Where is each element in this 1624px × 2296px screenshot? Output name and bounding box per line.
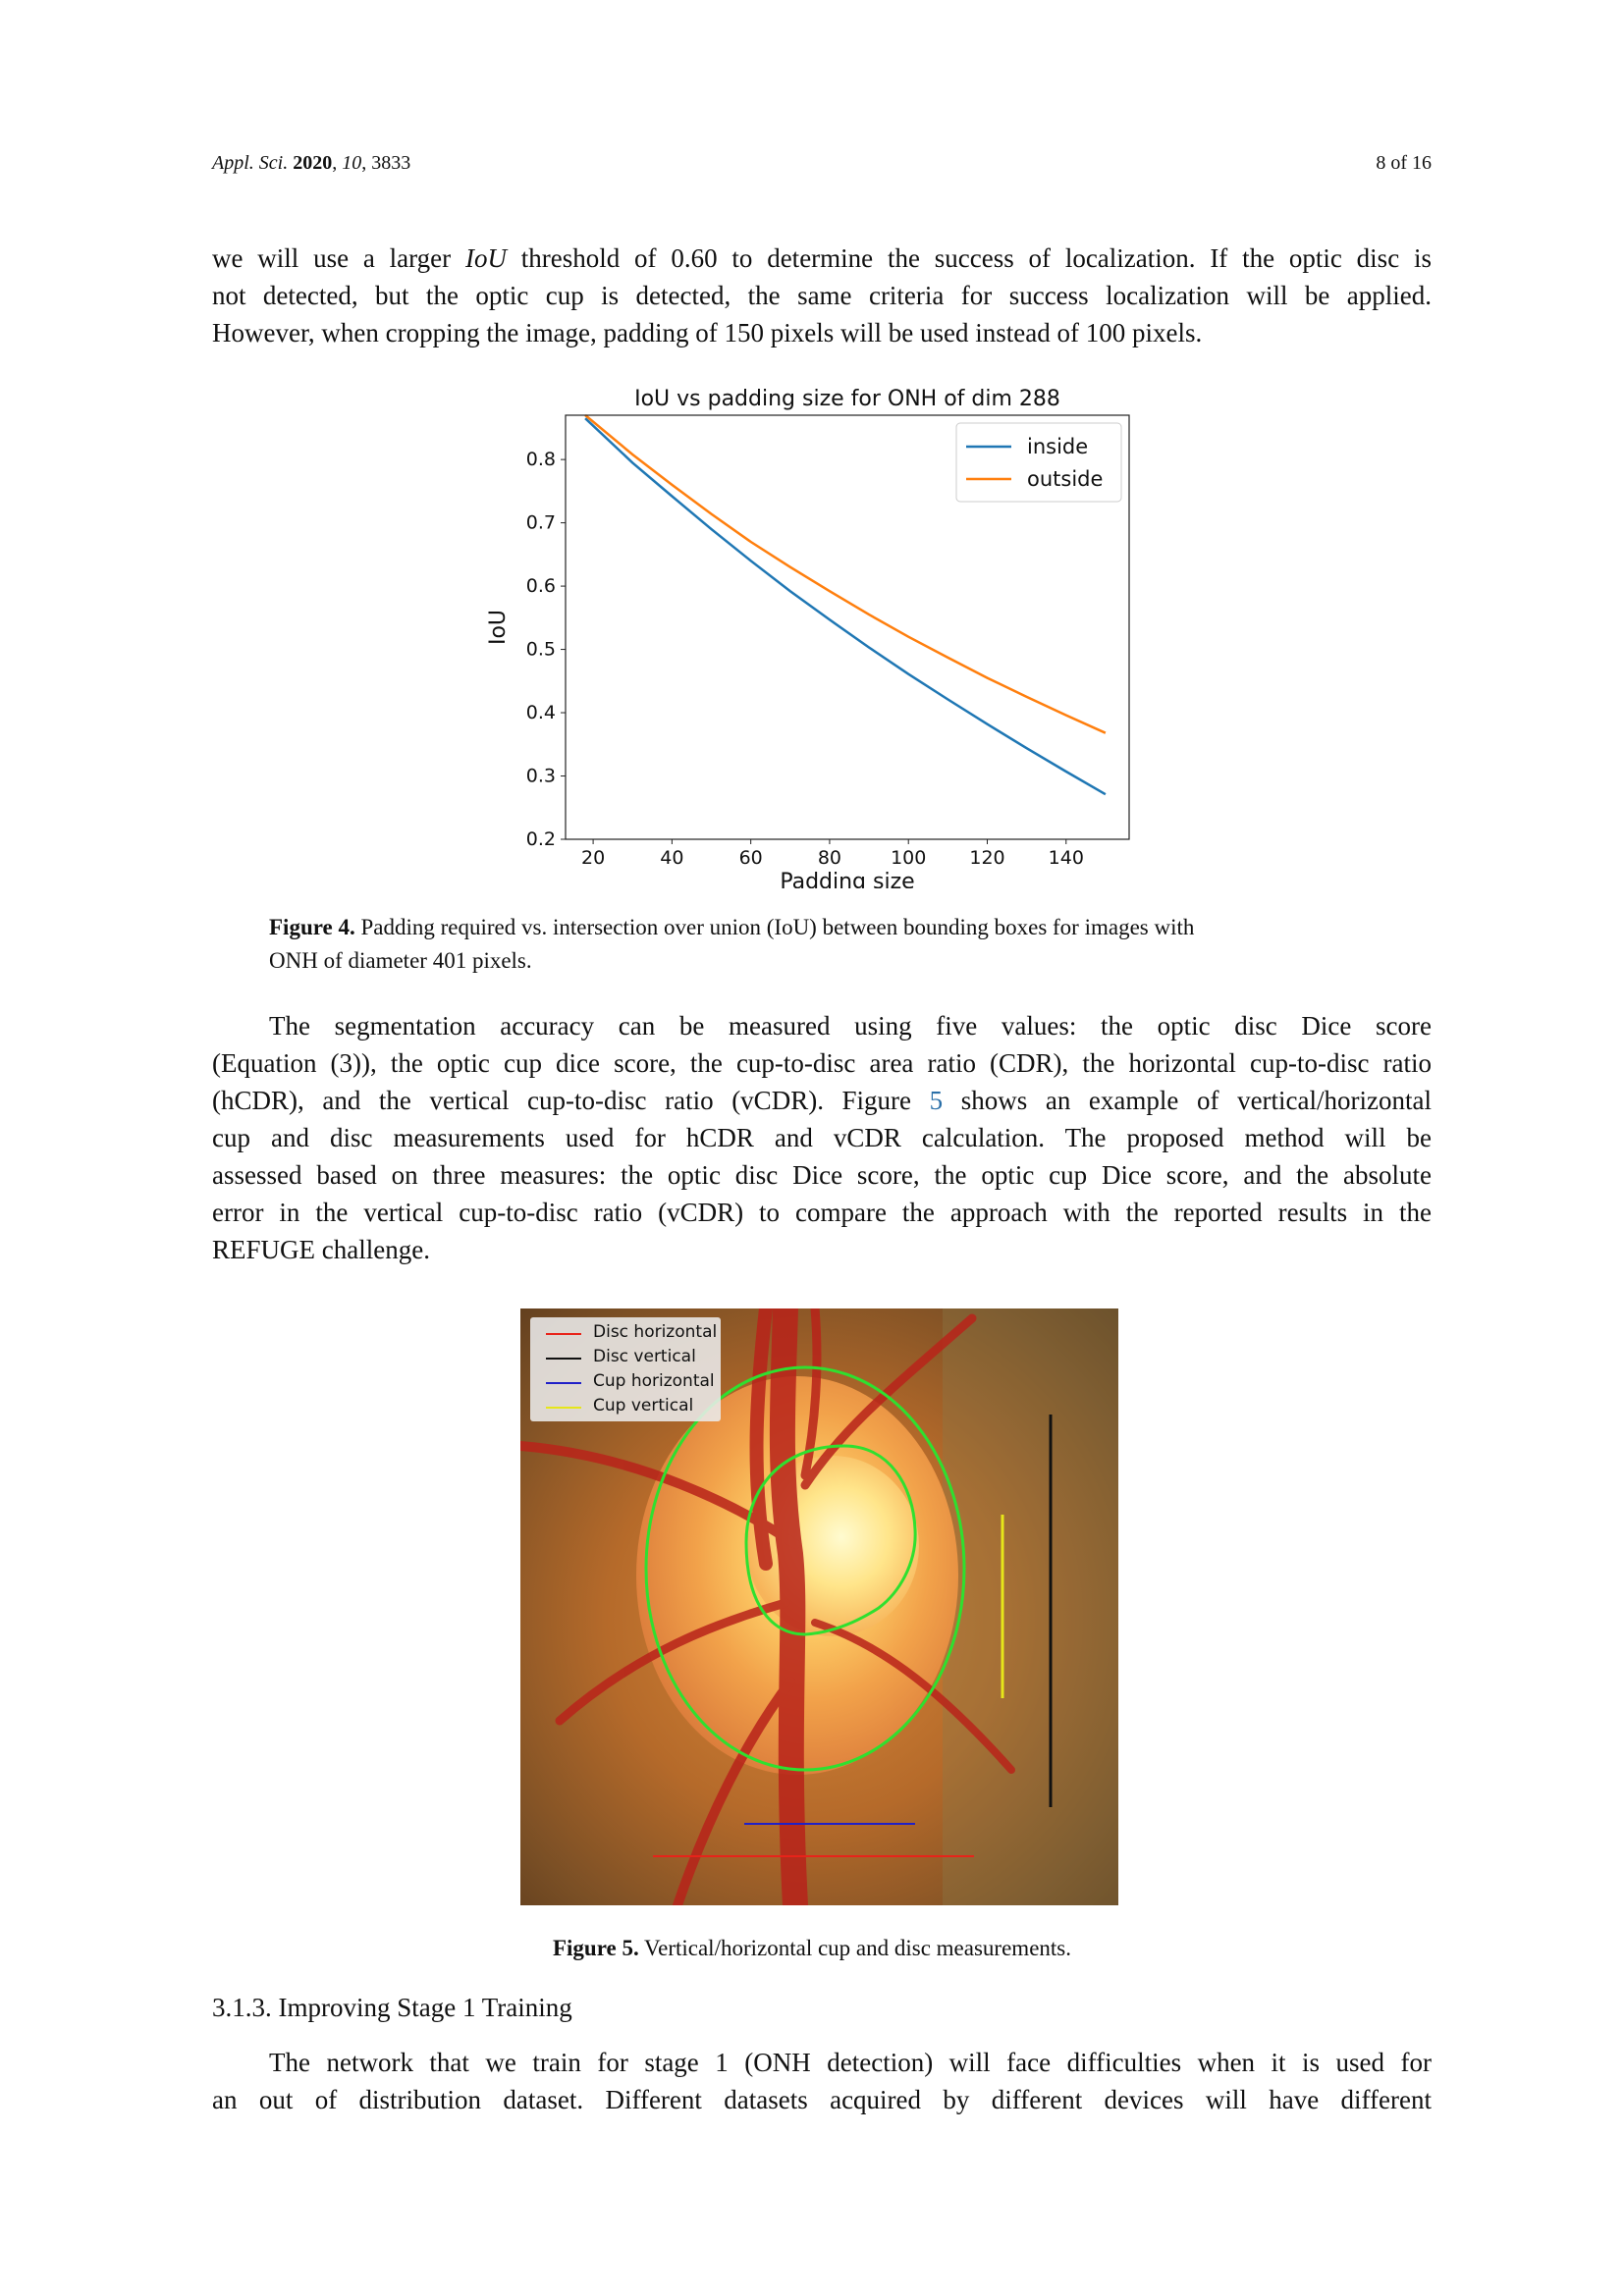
legend-label-outside: outside bbox=[1027, 467, 1103, 491]
y-tick-label: 0.5 bbox=[526, 639, 556, 661]
disc-contour bbox=[644, 1365, 966, 1772]
x-tick-label: 60 bbox=[739, 847, 763, 869]
y-tick-label: 0.8 bbox=[526, 449, 556, 470]
x-tick-label: 120 bbox=[969, 847, 1004, 869]
legend-swatch bbox=[546, 1407, 581, 1409]
figure-5-caption: Figure 5. Vertical/horizontal cup and di… bbox=[552, 1936, 1071, 1960]
x-tick-label: 20 bbox=[581, 847, 605, 869]
journal-volume: 10 bbox=[342, 152, 362, 174]
running-header: Appl. Sci. 2020, 10, 3833 bbox=[212, 152, 411, 174]
y-tick-label: 0.2 bbox=[526, 828, 556, 850]
paragraph-3: The network that we train for stage 1 (O… bbox=[212, 2048, 1432, 2114]
paragraph-1: we will use a larger IoU threshold of 0.… bbox=[212, 243, 1432, 347]
chart-title: IoU vs padding size for ONH of dim 288 bbox=[634, 387, 1060, 411]
journal-name: Appl. Sci. bbox=[212, 152, 289, 174]
legend-swatch bbox=[546, 1382, 581, 1384]
y-tick-label: 0.3 bbox=[526, 766, 556, 787]
section-heading: 3.1.3. Improving Stage 1 Training bbox=[212, 1993, 572, 2022]
figure-5-link[interactable]: 5 bbox=[929, 1086, 944, 1115]
y-tick-label: 0.7 bbox=[526, 512, 556, 534]
legend-swatch bbox=[546, 1333, 581, 1335]
y-axis-label: IoU bbox=[486, 610, 511, 645]
page-number: 8 of 16 bbox=[1376, 152, 1432, 174]
x-tick-label: 100 bbox=[891, 847, 926, 869]
series-line-outside bbox=[584, 414, 1107, 734]
x-axis-label: Padding size bbox=[780, 870, 914, 888]
blood-vessels bbox=[520, 1308, 1015, 1905]
legend-label-inside: inside bbox=[1027, 435, 1088, 458]
x-tick-label: 140 bbox=[1049, 847, 1084, 869]
figure-5-legend: Disc horizontal Disc vertical Cup horizo… bbox=[530, 1317, 721, 1421]
chart-legend bbox=[955, 422, 1122, 503]
plot-frame bbox=[565, 414, 1130, 840]
legend-swatch bbox=[546, 1358, 581, 1360]
x-tick-label: 80 bbox=[818, 847, 841, 869]
y-tick-label: 0.4 bbox=[526, 702, 556, 723]
figure-5-image bbox=[520, 1308, 1118, 1905]
figure-4-caption: Figure 4. Padding required vs. intersect… bbox=[269, 915, 1195, 973]
cup-contour bbox=[744, 1444, 917, 1636]
y-tick-label: 0.6 bbox=[526, 575, 556, 597]
x-tick-label: 40 bbox=[660, 847, 683, 869]
figure-4-chart: IoU vs padding size for ONH of dim 288 20… bbox=[486, 387, 1130, 888]
paragraph-2: The segmentation accuracy can be measure… bbox=[212, 1011, 1432, 1264]
series-line-inside bbox=[584, 417, 1107, 796]
article-number: 3833 bbox=[371, 152, 411, 174]
journal-year: 2020 bbox=[293, 152, 333, 174]
